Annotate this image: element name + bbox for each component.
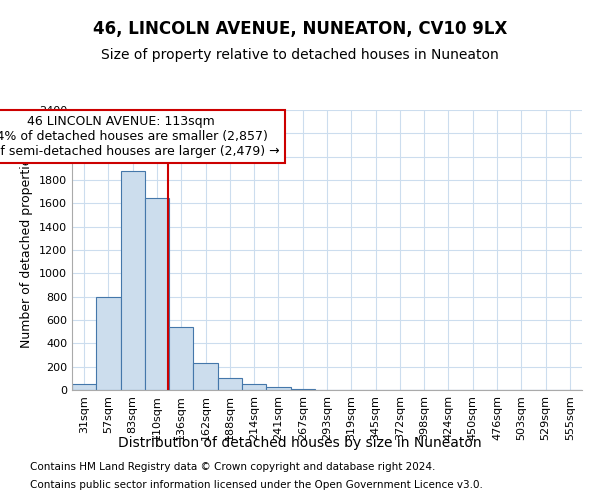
Bar	[72, 384, 96, 390]
Text: Distribution of detached houses by size in Nuneaton: Distribution of detached houses by size …	[118, 436, 482, 450]
Text: Contains public sector information licensed under the Open Government Licence v3: Contains public sector information licen…	[30, 480, 483, 490]
Bar	[193, 362, 218, 390]
Bar	[169, 327, 193, 390]
Text: Size of property relative to detached houses in Nuneaton: Size of property relative to detached ho…	[101, 48, 499, 62]
Bar	[266, 386, 290, 390]
Bar	[121, 170, 145, 390]
Text: Contains HM Land Registry data © Crown copyright and database right 2024.: Contains HM Land Registry data © Crown c…	[30, 462, 436, 472]
Bar	[218, 378, 242, 390]
Y-axis label: Number of detached properties: Number of detached properties	[20, 152, 34, 348]
Bar	[242, 384, 266, 390]
Bar	[145, 198, 169, 390]
Bar	[96, 296, 121, 390]
Text: 46 LINCOLN AVENUE: 113sqm
← 54% of detached houses are smaller (2,857)
46% of se: 46 LINCOLN AVENUE: 113sqm ← 54% of detac…	[0, 114, 280, 158]
Text: 46, LINCOLN AVENUE, NUNEATON, CV10 9LX: 46, LINCOLN AVENUE, NUNEATON, CV10 9LX	[93, 20, 507, 38]
